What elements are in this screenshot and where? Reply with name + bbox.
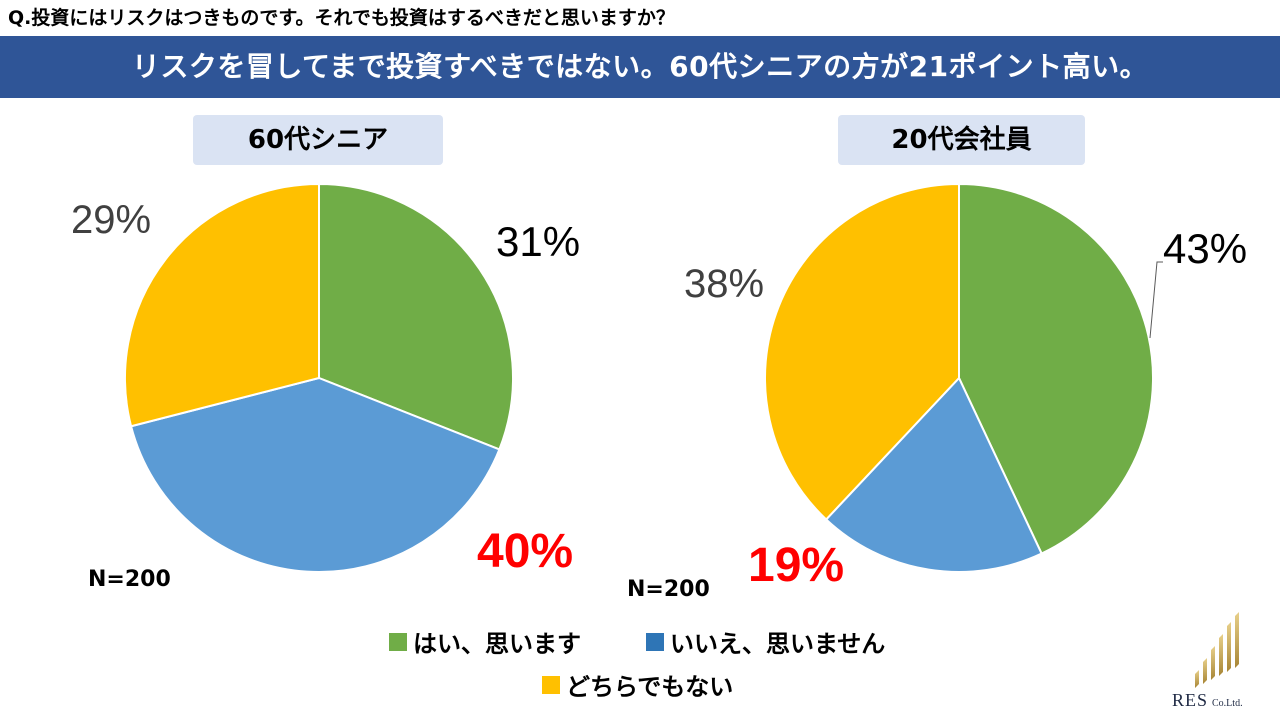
pie-slice-senior-yes: [318, 182, 514, 451]
company-logo-text: RES Co.Ltd.: [1172, 690, 1243, 710]
slice-label-senior-yes: 31%: [496, 218, 581, 265]
question-text: Q.投資にはリスクはつきものです。それでも投資はするべきだと思いますか？: [8, 7, 675, 29]
chart-title-senior: 60代シニア: [193, 115, 443, 165]
leader-line: [1149, 261, 1163, 339]
legend-item-no: いいえ、思いません: [646, 624, 885, 659]
legend-label-no: いいえ、思いません: [670, 630, 886, 658]
legend-swatch-neither: [542, 675, 560, 694]
pie-chart-senior: [124, 182, 514, 573]
pie-slice-young-no: [824, 376, 1043, 573]
pie-slice-senior-neither: [124, 182, 320, 428]
pie-slice-senior-no: [129, 376, 501, 573]
pie-slice-young-neither: [764, 182, 960, 521]
chart-title-young: 20代会社員: [838, 115, 1085, 165]
bar-stripes-logo-icon: [1195, 612, 1239, 688]
headline-banner: リスクを冒してまで投資すべきではない。60代シニアの方が21ポイント高い。: [0, 36, 1280, 98]
pie-chart-young: [764, 182, 1154, 573]
legend-label-yes: はい、思います: [413, 630, 581, 658]
sample-size-young: N=200: [627, 577, 710, 602]
slice-label-senior-neither: 29%: [71, 198, 152, 242]
legend-item-neither: どちらでもない: [542, 667, 733, 702]
sample-size-senior: N=200: [88, 567, 171, 592]
slice-label-young-yes: 43%: [1163, 225, 1248, 272]
legend-label-neither: どちらでもない: [566, 673, 734, 701]
legend-swatch-no: [646, 632, 664, 651]
slice-label-senior-no: 40%: [477, 525, 574, 578]
pie-slice-young-yes: [958, 182, 1154, 555]
slice-label-young-no: 19%: [748, 539, 845, 592]
legend-swatch-yes: [389, 632, 407, 651]
slice-label-young-neither: 38%: [684, 262, 765, 306]
legend-item-yes: はい、思います: [389, 624, 581, 659]
